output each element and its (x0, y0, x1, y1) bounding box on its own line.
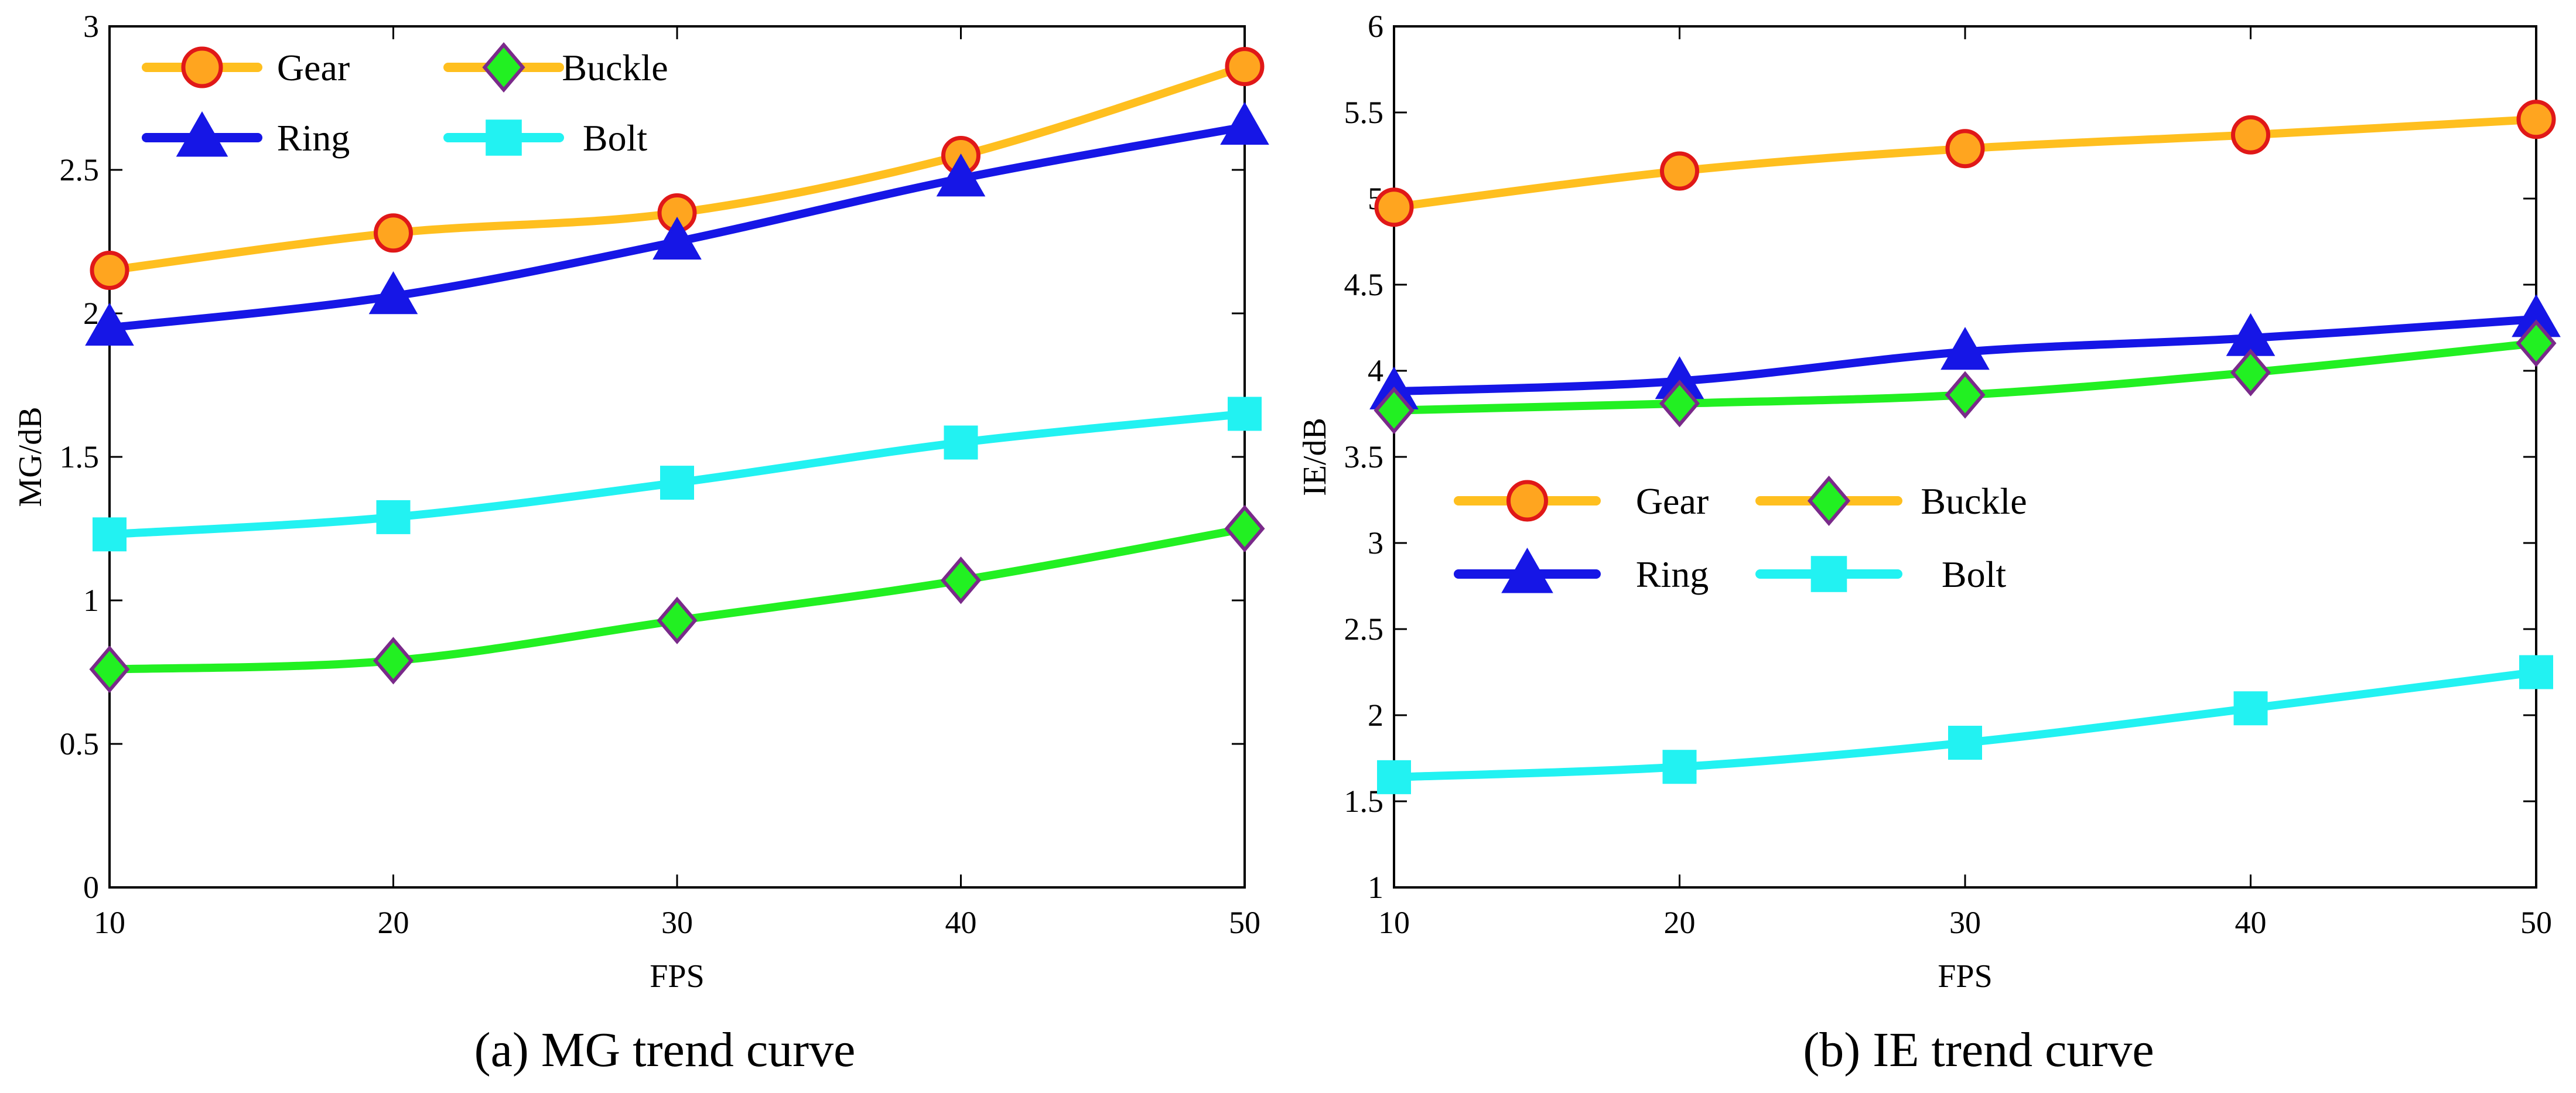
data-point-bolt (944, 425, 978, 460)
y-tick-label: 4.5 (1344, 267, 1384, 302)
panel-mg: (a) MG trend curve 0 0.5 1 1.5 2 2.5 3 10 20 30 40… (12, 9, 1269, 1077)
x-tick-label: 10 (1378, 905, 1410, 940)
legend-marker-buckle (482, 42, 525, 93)
legend-label-gear: Gear (277, 47, 350, 88)
legend-marker-buckle (1807, 475, 1851, 527)
data-point-gear (1945, 129, 1985, 169)
x-tick-label: 40 (2235, 905, 2267, 940)
data-point-bolt (1948, 726, 1982, 760)
data-point-ring (1220, 101, 1269, 145)
y-tick-label: 1.5 (60, 439, 100, 474)
data-point-bolt (1228, 397, 1262, 431)
legend-marker-bolt (486, 119, 522, 156)
data-point-bolt (1377, 760, 1411, 794)
y-tick-label: 2.5 (60, 152, 100, 187)
legend-marker-ring (176, 111, 228, 157)
x-tick-label: 40 (945, 905, 977, 940)
data-point-bolt (660, 466, 694, 500)
legend-marker-gear (181, 46, 223, 88)
data-point-buckle (1945, 371, 1986, 419)
legend-label-bolt: Bolt (1942, 554, 2006, 595)
data-point-buckle (1374, 386, 1415, 435)
x-tick-label: 50 (1229, 905, 1260, 940)
data-point-buckle (2516, 319, 2557, 367)
legend-marker-ring (1501, 547, 1553, 593)
y-tick-label: 3 (1368, 525, 1383, 561)
data-point-gear (1225, 47, 1265, 87)
data-point-buckle (1224, 504, 1265, 553)
series-line-bolt (1390, 668, 2540, 781)
y-tick-label: 2 (83, 296, 99, 331)
data-point-gear (1374, 187, 1414, 227)
y-tick-label: 0.5 (60, 726, 100, 761)
data-point-buckle (657, 596, 698, 644)
x-tick-label: 20 (378, 905, 409, 940)
y-axis-title: IE/dB (1297, 418, 1333, 496)
legend: Gear Buckle Ring Bolt (142, 42, 668, 159)
data-point-ring (1940, 327, 1990, 370)
x-tick-label: 20 (1664, 905, 1696, 940)
y-tick-label: 0 (83, 870, 99, 905)
y-tick-label: 1.5 (1344, 784, 1384, 819)
x-tick-label: 10 (94, 905, 125, 940)
data-point-bolt (1662, 750, 1697, 784)
data-point-buckle (89, 645, 130, 694)
legend-label-gear: Gear (1636, 480, 1709, 522)
x-tick-label: 30 (1949, 905, 1981, 940)
data-point-buckle (373, 637, 414, 685)
data-point-ring (85, 302, 134, 346)
data-point-ring (936, 153, 986, 197)
data-point-buckle (2230, 349, 2271, 397)
data-point-ring (368, 271, 418, 315)
legend-label-ring: Ring (277, 117, 350, 159)
data-point-gear (90, 251, 129, 290)
y-tick-label: 3.5 (1344, 439, 1384, 474)
x-tick-label: 30 (661, 905, 693, 940)
data-point-bolt (2519, 655, 2553, 689)
data-point-bolt (93, 517, 127, 552)
panel-caption: (b) IE trend curve (1803, 1023, 2154, 1077)
data-point-bolt (2233, 691, 2268, 726)
data-point-gear (1660, 151, 1699, 191)
panel-ie: (b) IE trend curve 11.522.533.544.555.56… (1297, 9, 2561, 1077)
data-point-bolt (376, 500, 411, 534)
legend-marker-bolt (1810, 556, 1847, 592)
y-tick-label: 6 (1368, 9, 1383, 44)
data-point-buckle (1659, 380, 1700, 428)
x-axis-title: FPS (1938, 958, 1992, 995)
y-tick-label: 2.5 (1344, 612, 1384, 647)
legend-label-ring: Ring (1636, 554, 1709, 595)
legend-label-buckle: Buckle (1921, 480, 2027, 522)
y-axis-title: MG/dB (12, 407, 49, 507)
panel-caption: (a) MG trend curve (474, 1023, 856, 1077)
y-tick-label: 1 (1368, 870, 1383, 905)
y-tick-label: 4 (1368, 353, 1383, 388)
data-point-gear (2516, 100, 2556, 139)
y-tick-label: 3 (83, 9, 99, 44)
legend-marker-gear (1506, 480, 1548, 522)
data-point-ring (652, 216, 702, 260)
data-point-buckle (940, 556, 982, 604)
y-tick-label: 5.5 (1344, 95, 1384, 130)
x-tick-label: 50 (2520, 905, 2552, 940)
y-tick-label: 1 (83, 583, 99, 618)
x-axis-title: FPS (650, 958, 704, 995)
data-point-gear (374, 213, 413, 253)
legend-label-bolt: Bolt (583, 117, 647, 159)
data-point-gear (2231, 115, 2270, 155)
legend-label-buckle: Buckle (562, 47, 668, 88)
legend: Gear Buckle Ring Bolt (1454, 475, 2027, 595)
y-tick-label: 2 (1368, 698, 1383, 733)
